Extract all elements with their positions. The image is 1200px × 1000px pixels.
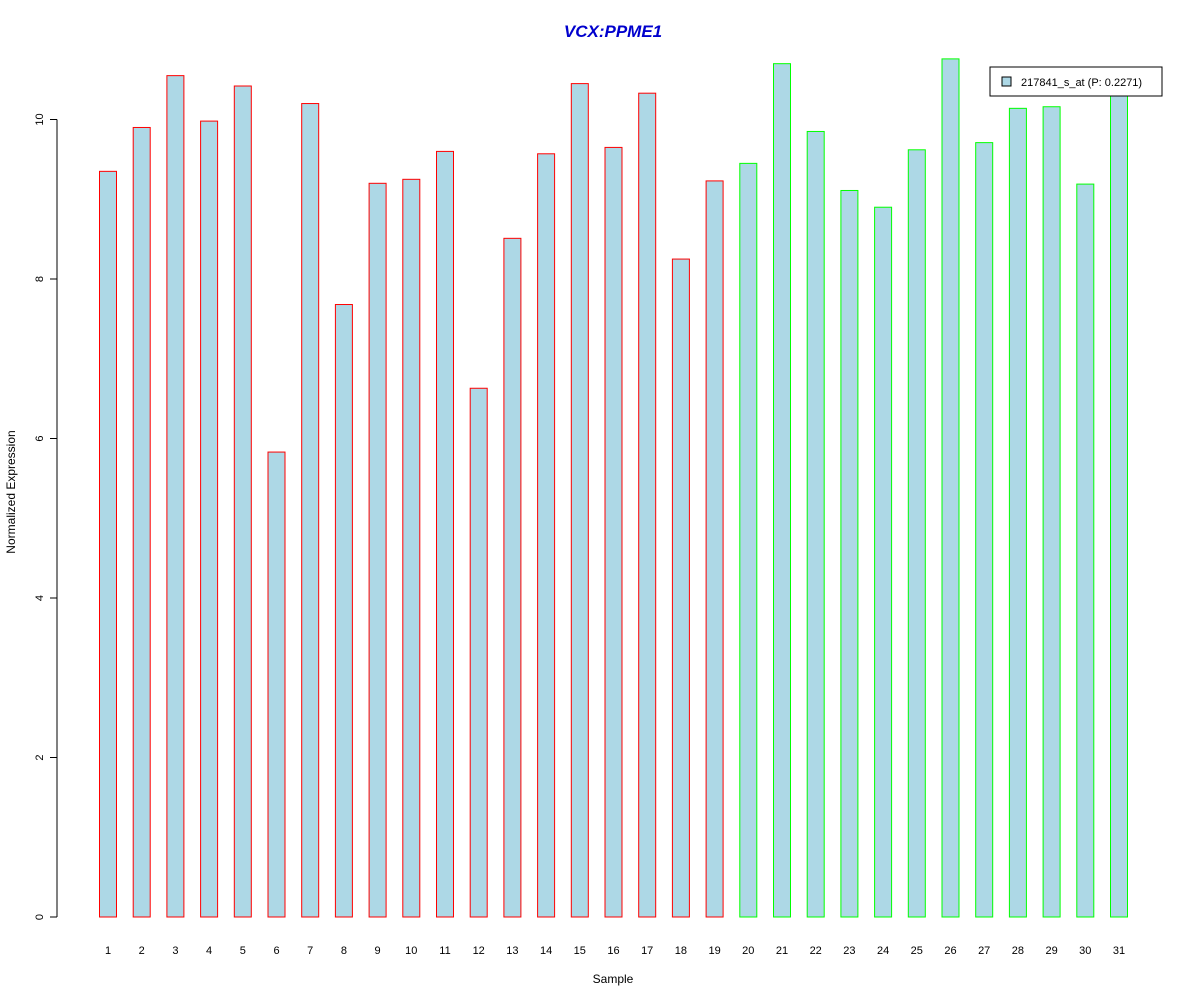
x-tick-label: 5 [240, 945, 246, 957]
x-tick-label: 30 [1079, 945, 1091, 957]
chart-title: VCX:PPME1 [564, 22, 662, 41]
legend-box [989, 66, 1163, 97]
x-tick-label: 23 [843, 945, 855, 957]
bar-sample-12 [469, 387, 488, 918]
x-tick-label: 10 [405, 945, 417, 957]
legend-label: 217841_s_at (P: 0.2271) [1021, 77, 1142, 89]
y-axis-title: Normalized Expression [4, 430, 18, 553]
bar-sample-17 [638, 92, 657, 918]
bar-sample-15 [570, 83, 589, 918]
x-tick-label: 20 [742, 945, 754, 957]
x-tick-label: 4 [206, 945, 212, 957]
x-tick-label: 1 [105, 945, 111, 957]
bar-sample-30 [1076, 183, 1095, 918]
x-tick-label: 25 [911, 945, 923, 957]
x-tick-label: 11 [439, 945, 450, 957]
bar-sample-4 [200, 120, 219, 918]
y-tick-label: 0 [34, 914, 46, 920]
x-tick-label: 14 [540, 945, 552, 957]
bar-sample-29 [1042, 106, 1061, 918]
bar-sample-7 [301, 103, 320, 918]
bar-sample-28 [1008, 107, 1027, 918]
x-tick-label: 12 [473, 945, 485, 957]
bar-sample-11 [436, 150, 454, 918]
y-axis: 0 2 4 6 8 10 [34, 113, 58, 920]
bar-sample-18 [671, 258, 690, 918]
y-tick-label: 4 [34, 595, 46, 601]
y-tick-label: 6 [34, 435, 46, 441]
y-tick-label: 10 [34, 113, 46, 125]
bar-sample-5 [233, 85, 252, 918]
bar-sample-25 [907, 149, 926, 918]
bar-sample-3 [166, 75, 185, 918]
bar-sample-21 [773, 63, 791, 918]
x-tick-label: 7 [307, 945, 313, 957]
bar-sample-24 [874, 206, 893, 918]
x-tick-label: 9 [375, 945, 381, 957]
x-tick-label: 28 [1012, 945, 1024, 957]
x-tick-label: 24 [877, 945, 889, 957]
bar-sample-1 [99, 170, 117, 918]
x-tick-label: 31 [1113, 945, 1125, 957]
legend: 217841_s_at (P: 0.2271) [989, 66, 1163, 97]
x-tick-label: 13 [506, 945, 518, 957]
x-tick-labels: 1 2 3 4 5 6 7 8 9 10 11 12 13 14 15 16 17 18 19 20 21 22 23 24 2… [105, 945, 1125, 957]
x-tick-label: 26 [944, 945, 956, 957]
x-tick-label: 27 [978, 945, 990, 957]
bar-sample-19 [705, 180, 724, 918]
x-tick-label: 16 [607, 945, 619, 957]
y-tick-label: 2 [34, 754, 46, 760]
bar-sample-8 [334, 304, 353, 918]
bar-sample-13 [503, 237, 522, 918]
y-tick-label: 8 [34, 276, 46, 282]
x-tick-label: 18 [675, 945, 687, 957]
bar-sample-27 [975, 142, 994, 918]
x-tick-label: 29 [1045, 945, 1057, 957]
bar-sample-10 [402, 178, 421, 918]
x-tick-label: 2 [139, 945, 145, 957]
x-tick-label: 3 [172, 945, 178, 957]
bar-sample-20 [739, 162, 758, 918]
bar-sample-14 [537, 153, 556, 918]
x-tick-label: 19 [708, 945, 720, 957]
x-tick-label: 22 [810, 945, 822, 957]
x-tick-label: 6 [273, 945, 279, 957]
bar-sample-23 [840, 189, 859, 918]
legend-swatch [1001, 76, 1012, 87]
bar-sample-26 [941, 58, 960, 918]
bar-sample-9 [368, 182, 387, 918]
x-tick-label: 8 [341, 945, 347, 957]
bars-group [99, 58, 1128, 918]
x-tick-label: 17 [641, 945, 653, 957]
x-axis-title: Sample [593, 972, 634, 986]
bar-sample-16 [604, 146, 623, 918]
bar-sample-2 [132, 126, 151, 918]
x-tick-label: 15 [574, 945, 586, 957]
x-tick-label: 21 [776, 945, 788, 957]
bar-sample-22 [806, 130, 825, 918]
bar-sample-31 [1110, 95, 1128, 918]
bar-sample-6 [267, 451, 286, 918]
